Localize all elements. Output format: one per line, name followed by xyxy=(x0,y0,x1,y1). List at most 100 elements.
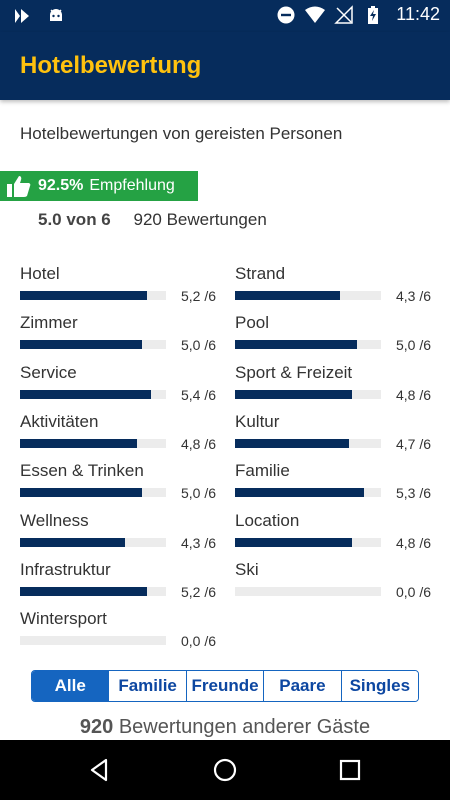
rating-bar-fill xyxy=(235,537,352,547)
rating-name: Zimmer xyxy=(20,313,78,333)
overall-score: 5.0 von 6 920 Bewertungen xyxy=(38,210,267,230)
rating-item: Aktivitäten 4,8 /6 xyxy=(20,412,216,456)
rating-bar-fill xyxy=(20,488,142,498)
filter-singles-button[interactable]: Singles xyxy=(341,671,418,701)
rating-item: Ski 0,0 /6 xyxy=(235,560,431,604)
rating-bar-fill xyxy=(20,291,147,300)
rating-name: Sport & Freizeit xyxy=(235,362,353,382)
rating-bar-fill xyxy=(20,537,125,547)
rating-value: 0,0 /6 xyxy=(395,583,431,600)
rating-bar-fill xyxy=(20,340,142,350)
rating-item: Kultur 4,7 /6 xyxy=(235,412,431,456)
score-value: 5.0 von 6 xyxy=(38,210,111,229)
status-bar: 11:42 xyxy=(0,0,450,32)
rating-name: Essen & Trinken xyxy=(20,461,144,481)
rating-value: 5,0 /6 xyxy=(180,337,216,354)
reviews-heading-text: Bewertungen anderer Gäste xyxy=(118,716,371,738)
rating-item: Service 5,4 /6 xyxy=(20,363,216,407)
rating-bar-fill xyxy=(235,389,352,399)
review-count: 920 Bewertungen xyxy=(133,210,267,229)
rating-item: Sport & Freizeit 4,8 /6 xyxy=(235,363,431,407)
rating-bar-track xyxy=(20,488,166,498)
filter-paare-button[interactable]: Paare xyxy=(264,671,342,701)
page-title: Hotelbewertung xyxy=(20,52,202,79)
rating-item: Strand 4,3 /6 xyxy=(235,264,431,308)
vpn-play-icon xyxy=(15,9,29,23)
subtitle: Hotelbewertungen von gereisten Personen xyxy=(20,124,343,143)
navigation-bar xyxy=(0,740,450,800)
rating-item: Location 4,8 /6 xyxy=(235,511,431,555)
rating-bar-track xyxy=(235,586,381,596)
rating-name: Location xyxy=(235,510,300,530)
reviews-heading: 920 Bewertungen anderer Gäste xyxy=(0,716,450,739)
rating-value: 4,8 /6 xyxy=(395,386,431,403)
rating-item: Essen & Trinken 5,0 /6 xyxy=(20,461,216,505)
rating-value: 4,3 /6 xyxy=(395,288,431,304)
rating-item: Wintersport 0,0 /6 xyxy=(20,609,216,653)
battery-charging-icon xyxy=(368,5,379,24)
app-bar: Hotelbewertung xyxy=(0,32,450,100)
rating-bar-track xyxy=(235,340,381,350)
rating-bar-track xyxy=(20,389,166,399)
recommend-percent: 92.5% xyxy=(38,177,84,194)
rating-item: Pool 5,0 /6 xyxy=(235,313,431,357)
rating-bar-fill xyxy=(20,389,151,399)
rating-value: 0,0 /6 xyxy=(180,633,216,650)
rating-name: Service xyxy=(20,362,77,382)
rating-value: 5,3 /6 xyxy=(395,485,431,502)
rating-name: Hotel xyxy=(20,264,60,283)
status-time: 11:42 xyxy=(396,4,440,24)
rating-bar-track xyxy=(235,291,381,300)
rating-value: 4,8 /6 xyxy=(395,534,431,551)
rating-bar-track xyxy=(20,291,166,300)
filter-freunde-button[interactable]: Freunde xyxy=(186,671,265,701)
rating-value: 5,4 /6 xyxy=(180,386,216,403)
rating-name: Aktivitäten xyxy=(20,411,99,431)
wifi-icon xyxy=(305,6,326,23)
rating-bar-track xyxy=(20,537,166,547)
rating-bar-track xyxy=(235,537,381,547)
recommendation-badge: 92.5% Empfehlung xyxy=(0,171,198,201)
rating-bar-track xyxy=(235,488,381,498)
rating-item: Hotel 5,2 /6 xyxy=(20,264,216,308)
back-icon[interactable] xyxy=(86,756,114,784)
thumbs-up-icon xyxy=(7,176,31,197)
rating-value: 5,0 /6 xyxy=(180,485,216,502)
rating-item: Familie 5,3 /6 xyxy=(235,461,431,505)
filter-familie-button[interactable]: Familie xyxy=(109,671,187,701)
rating-value: 4,8 /6 xyxy=(180,435,216,452)
rating-item: Zimmer 5,0 /6 xyxy=(20,313,216,357)
rating-bar-fill xyxy=(235,340,357,350)
recents-icon[interactable] xyxy=(336,756,364,784)
rating-bar-track xyxy=(20,586,166,596)
android-icon xyxy=(50,9,62,21)
no-signal-icon xyxy=(334,4,354,24)
rating-value: 5,2 /6 xyxy=(180,288,216,304)
home-icon[interactable] xyxy=(211,756,239,784)
rating-name: Kultur xyxy=(235,411,280,431)
rating-value: 4,7 /6 xyxy=(395,435,431,452)
rating-bar-fill xyxy=(20,438,137,448)
rating-value: 5,0 /6 xyxy=(395,337,431,354)
rating-bar-fill xyxy=(20,586,147,596)
rating-name: Pool xyxy=(235,313,270,333)
rating-name: Infrastruktur xyxy=(20,559,111,579)
rating-bar-fill xyxy=(235,438,349,448)
rating-bar-track xyxy=(235,389,381,399)
reviews-heading-count: 920 xyxy=(79,716,114,738)
rating-bar-fill xyxy=(235,488,364,498)
rating-name: Strand xyxy=(235,264,286,283)
recommend-label: Empfehlung xyxy=(89,177,175,194)
filter-alle-button[interactable]: Alle xyxy=(32,671,110,701)
rating-bar-track xyxy=(235,438,381,448)
traveler-filter: Alle Familie Freunde Paare Singles xyxy=(31,670,419,702)
rating-name: Familie xyxy=(235,461,290,481)
rating-name: Ski xyxy=(235,559,259,579)
rating-bar-track xyxy=(20,636,166,646)
rating-item: Infrastruktur 5,2 /6 xyxy=(20,560,216,604)
rating-value: 4,3 /6 xyxy=(180,534,216,551)
rating-bar-track xyxy=(20,340,166,350)
rating-name: Wintersport xyxy=(20,609,107,629)
rating-value: 5,2 /6 xyxy=(180,583,216,600)
rating-item: Wellness 4,3 /6 xyxy=(20,511,216,555)
